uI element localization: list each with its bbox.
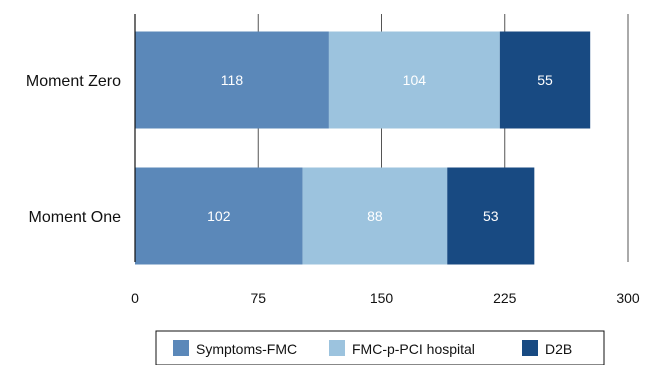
bar-segment [302, 167, 448, 265]
x-tick-label: 150 [370, 290, 394, 306]
data-label: 55 [537, 72, 553, 88]
x-tick-label: 300 [616, 290, 640, 306]
bar-segment [328, 31, 500, 129]
x-tick-label: 225 [493, 290, 517, 306]
bar-segment [499, 31, 591, 129]
bar-segment [135, 31, 329, 129]
x-tick-label: 75 [250, 290, 266, 306]
data-label: 53 [483, 208, 499, 224]
category-label: Moment Zero [26, 73, 121, 90]
legend-label: FMC-p-PCI hospital [352, 341, 475, 357]
legend: Symptoms-FMC FMC-p-PCI hospital D2B [155, 330, 605, 365]
legend-swatch [329, 340, 345, 356]
bar-segments [135, 31, 591, 265]
data-label: 104 [403, 72, 427, 88]
data-label: 118 [221, 72, 244, 88]
legend-label: D2B [545, 341, 572, 357]
bar-segment [447, 167, 535, 265]
legend-label: Symptoms-FMC [196, 341, 297, 357]
legend-swatch [173, 340, 189, 356]
data-labels: 118 104 55 102 88 53 [207, 72, 553, 224]
data-label: 88 [367, 208, 383, 224]
category-label: Moment One [29, 209, 122, 226]
data-label: 102 [207, 208, 231, 224]
x-tick-label: 0 [131, 290, 139, 306]
bar-segment [135, 167, 303, 265]
legend-swatch [522, 340, 538, 356]
axes: 0 75 150 225 300 Moment Zero Moment One [26, 14, 640, 306]
